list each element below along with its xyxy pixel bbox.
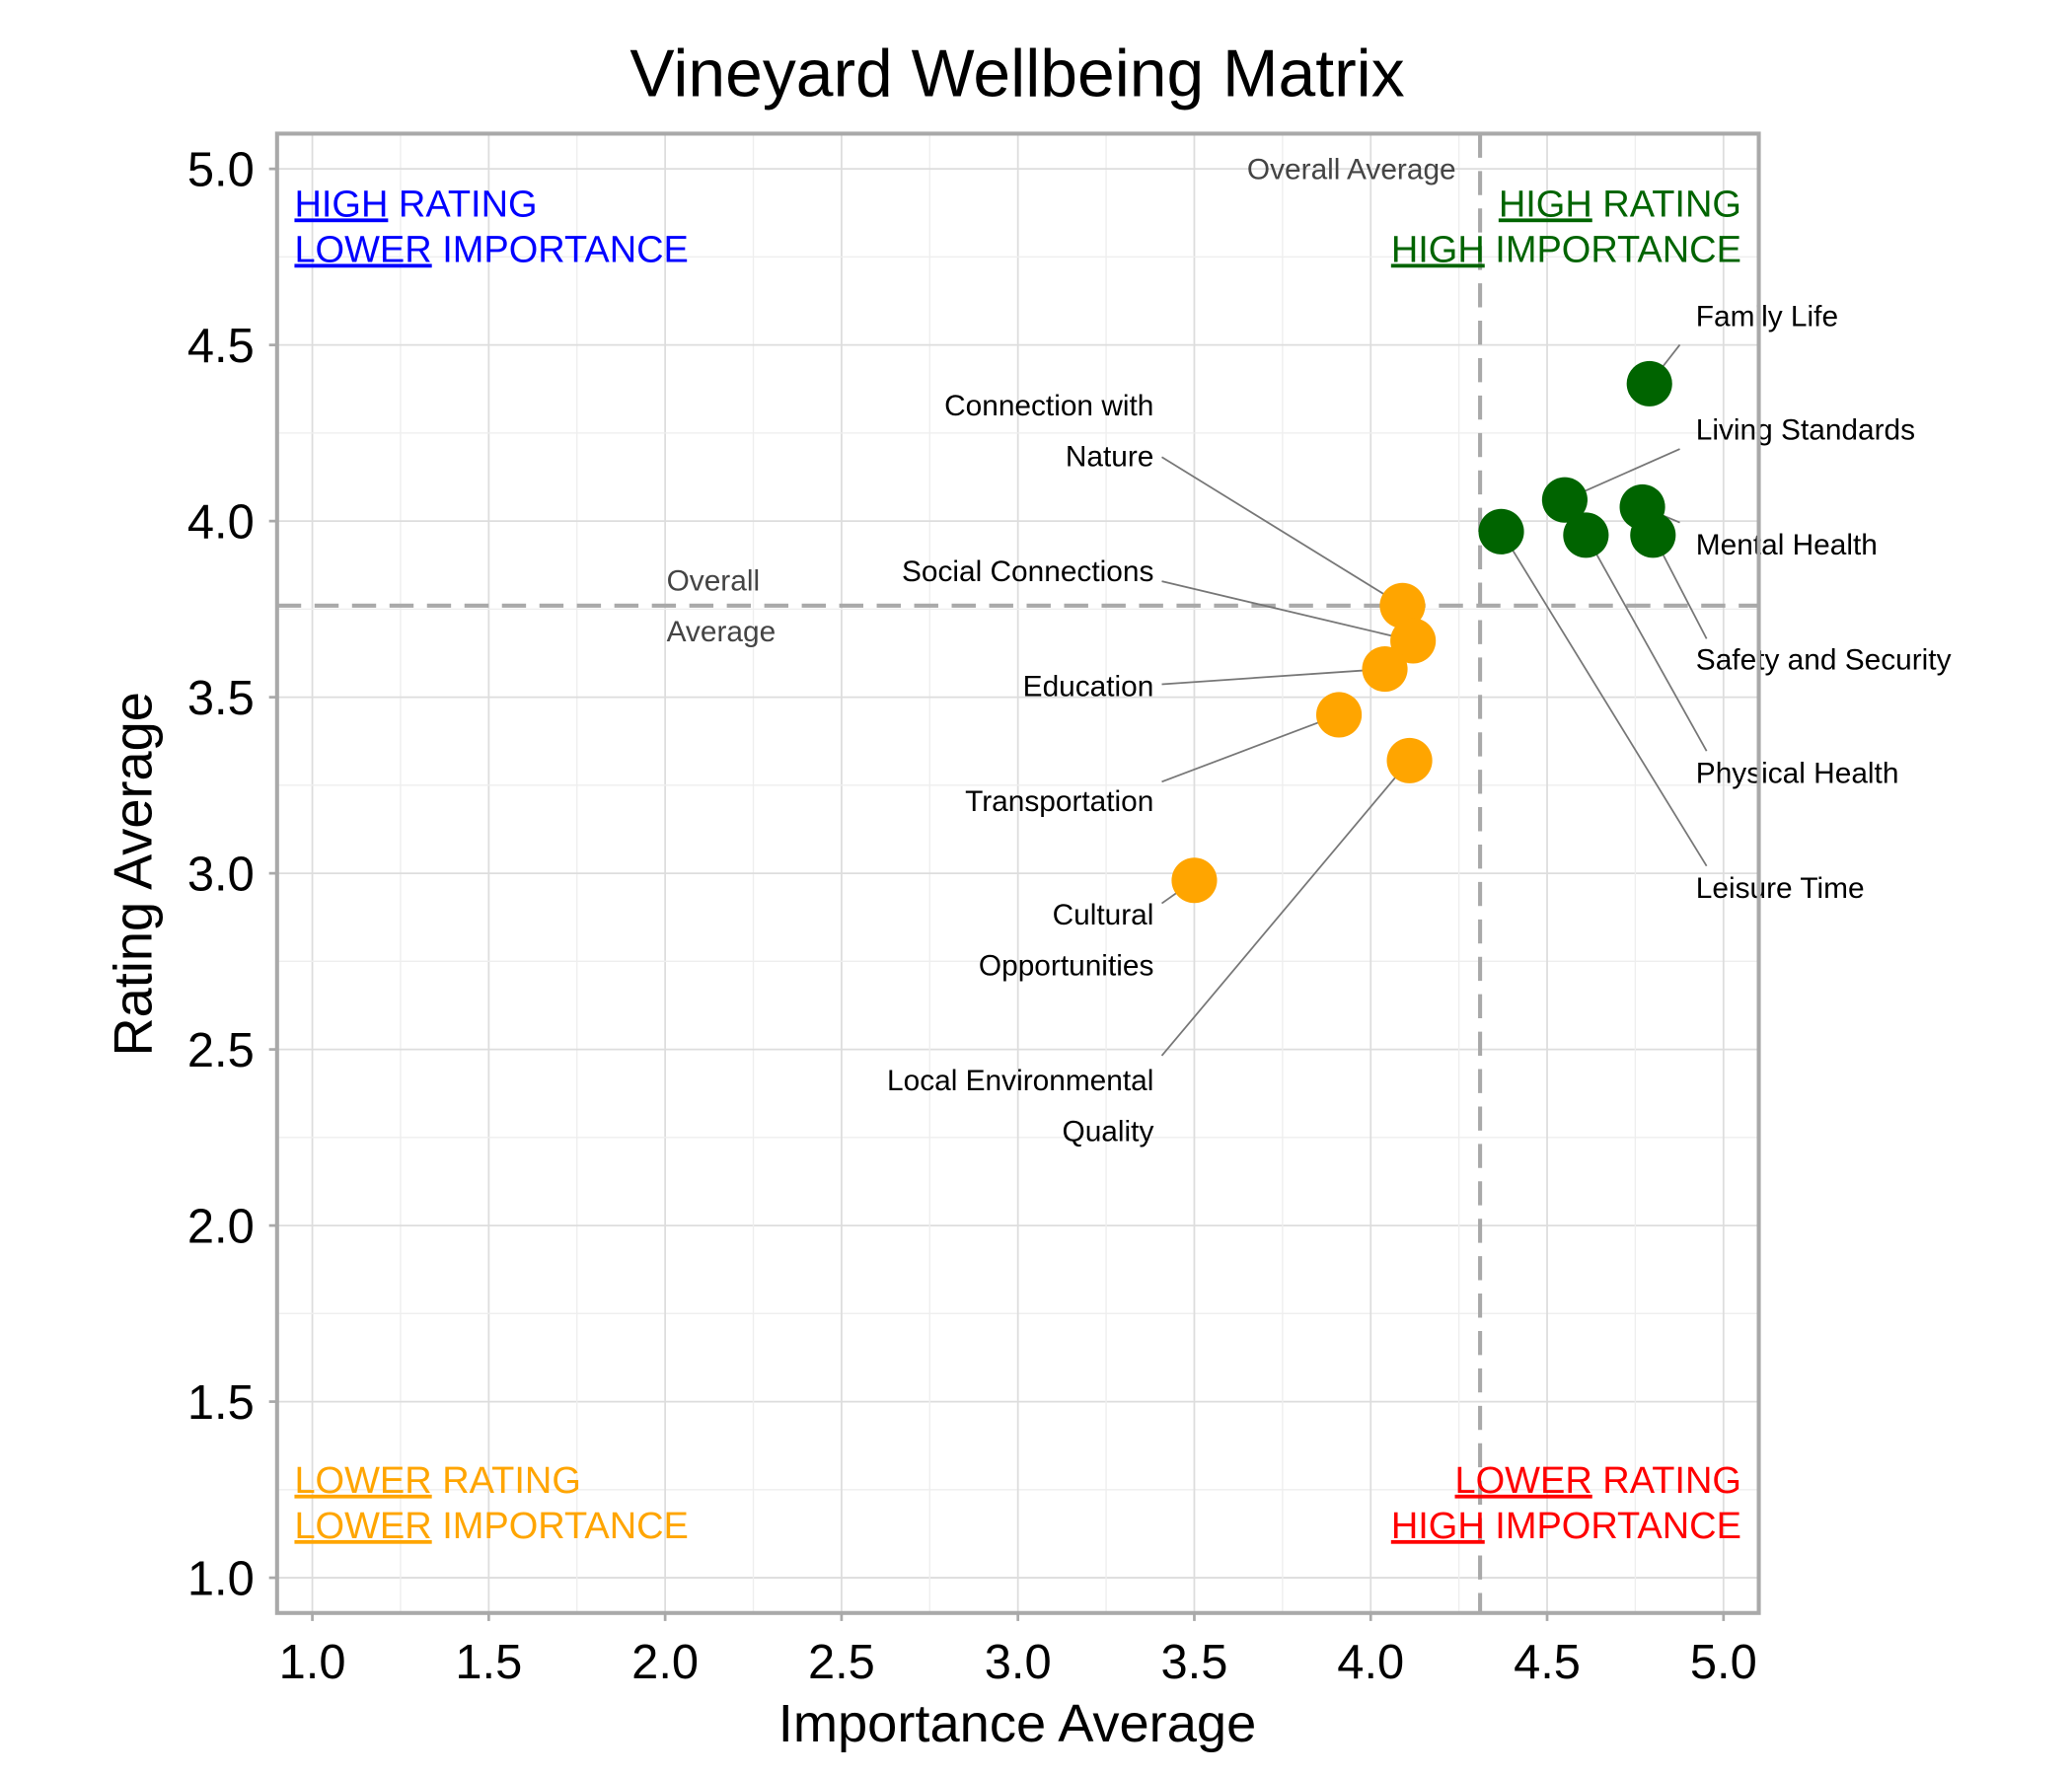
point-label: Family Life — [1696, 300, 1838, 333]
quadrant-label-rest: RATING — [388, 184, 537, 225]
quadrant-label-top-left: LOWER IMPORTANCE — [294, 229, 688, 270]
quadrant-label-bottom-right: LOWER RATING — [1455, 1460, 1741, 1502]
quadrant-label-rest: IMPORTANCE — [1485, 229, 1741, 270]
quadrant-label-rest: IMPORTANCE — [432, 1506, 689, 1547]
point-social-connections — [1390, 618, 1437, 664]
point-label: Physical Health — [1696, 758, 1899, 790]
quadrant-label-top-right: HIGH IMPORTANCE — [1391, 229, 1741, 270]
point-label: Safety and Security — [1696, 644, 1952, 677]
reference-lines: Overall Average Overall Average — [276, 133, 1759, 1613]
ticks: 1.0 1.5 2.0 2.5 3.0 3.5 4.0 4.5 5.0 1.0 1.5 2.0 2.5 3… — [187, 144, 1757, 1689]
quadrant-label-top-left: HIGH RATING — [294, 184, 537, 225]
leader-line — [1161, 456, 1403, 607]
quadrant-label-rest: RATING — [1592, 1460, 1741, 1502]
overall-average-y-label: Overall — [667, 565, 761, 598]
quadrant-label-bottom-left: LOWER IMPORTANCE — [294, 1506, 688, 1547]
grid — [276, 133, 1759, 1613]
point-label: Mental Health — [1696, 529, 1878, 561]
quadrant-label-emphasis: HIGH — [1391, 1506, 1485, 1547]
point-cultural-opportunities — [1171, 857, 1218, 904]
x-axis-label: Importance Average — [778, 1694, 1257, 1753]
quadrant-label-emphasis: LOWER — [294, 1460, 431, 1502]
quadrant-label-emphasis: LOWER — [1455, 1460, 1592, 1502]
y-tick-label: 2.0 — [187, 1201, 255, 1254]
leader-line — [1161, 713, 1340, 783]
x-tick-label: 1.5 — [455, 1636, 522, 1689]
x-tick-label: 4.5 — [1514, 1636, 1581, 1689]
y-tick-label: 3.5 — [187, 672, 255, 725]
plot-border — [274, 131, 1761, 1615]
point-label: Transportation — [965, 785, 1153, 818]
leader-line — [1161, 580, 1414, 642]
quadrant-label-bottom-left: LOWER RATING — [294, 1460, 580, 1502]
overall-average-x-label: Overall Average — [1247, 154, 1456, 186]
quadrant-label-rest: RATING — [432, 1460, 581, 1502]
leader-line — [1160, 760, 1411, 1057]
leader-line — [1500, 531, 1708, 867]
point-label: Quality — [1063, 1116, 1154, 1148]
point-label: Leisure Time — [1696, 872, 1865, 905]
point-label: Connection with — [944, 390, 1153, 422]
point-family-life — [1626, 360, 1672, 407]
quadrant-label-emphasis: HIGH — [294, 184, 388, 225]
point-education — [1362, 646, 1408, 693]
chart-title: Vineyard Wellbeing Matrix — [629, 37, 1404, 111]
y-tick-label: 4.5 — [187, 320, 255, 373]
quadrant-label-emphasis: HIGH — [1499, 184, 1592, 225]
point-label: Nature — [1066, 441, 1154, 474]
x-tick-label: 2.0 — [631, 1636, 699, 1689]
points — [1171, 360, 1676, 904]
quadrant-label-rest: RATING — [1592, 184, 1741, 225]
y-tick-label: 4.0 — [187, 496, 255, 550]
y-tick-label: 3.0 — [187, 849, 255, 902]
y-tick-label: 1.0 — [187, 1553, 255, 1606]
quadrant-label-rest: IMPORTANCE — [432, 229, 689, 270]
quadrant-label-top-right: HIGH RATING — [1499, 184, 1741, 225]
point-safety-and-security — [1630, 512, 1676, 558]
x-tick-label: 3.0 — [985, 1636, 1052, 1689]
point-label: Cultural — [1053, 899, 1154, 931]
quadrant-label-bottom-right: HIGH IMPORTANCE — [1391, 1506, 1741, 1547]
point-leisure-time — [1478, 508, 1524, 555]
point-label: Social Connections — [902, 555, 1153, 588]
point-label: Local Environmental — [887, 1065, 1153, 1097]
quadrant-label-emphasis: HIGH — [1391, 229, 1485, 270]
x-tick-label: 2.5 — [808, 1636, 875, 1689]
quadrant-label-emphasis: LOWER — [294, 229, 431, 270]
point-labels: Family Life Living Standards Mental Health… — [887, 300, 1952, 1147]
y-tick-label: 1.5 — [187, 1376, 255, 1430]
y-axis-label: Rating Average — [104, 692, 163, 1056]
point-transportation — [1316, 692, 1363, 738]
point-connection-with-nature — [1379, 582, 1426, 629]
quadrant-label-rest: IMPORTANCE — [1485, 1506, 1741, 1547]
point-local-environmental-quality — [1386, 737, 1433, 783]
point-living-standards — [1541, 477, 1588, 523]
point-physical-health — [1563, 512, 1609, 558]
x-tick-label: 5.0 — [1690, 1636, 1757, 1689]
quadrant-label-emphasis: LOWER — [294, 1506, 431, 1547]
leader-line — [1585, 534, 1708, 752]
leader-line — [1161, 668, 1385, 686]
y-tick-label: 2.5 — [187, 1024, 255, 1077]
leader-lines — [1160, 343, 1708, 1057]
point-label: Opportunities — [979, 950, 1153, 983]
x-tick-label: 4.0 — [1337, 1636, 1404, 1689]
x-tick-label: 3.5 — [1161, 1636, 1228, 1689]
overall-average-y-label: Average — [667, 616, 777, 648]
x-tick-label: 1.0 — [279, 1636, 346, 1689]
y-tick-label: 5.0 — [187, 144, 255, 197]
point-label: Living Standards — [1696, 414, 1915, 447]
point-label: Education — [1023, 671, 1154, 703]
